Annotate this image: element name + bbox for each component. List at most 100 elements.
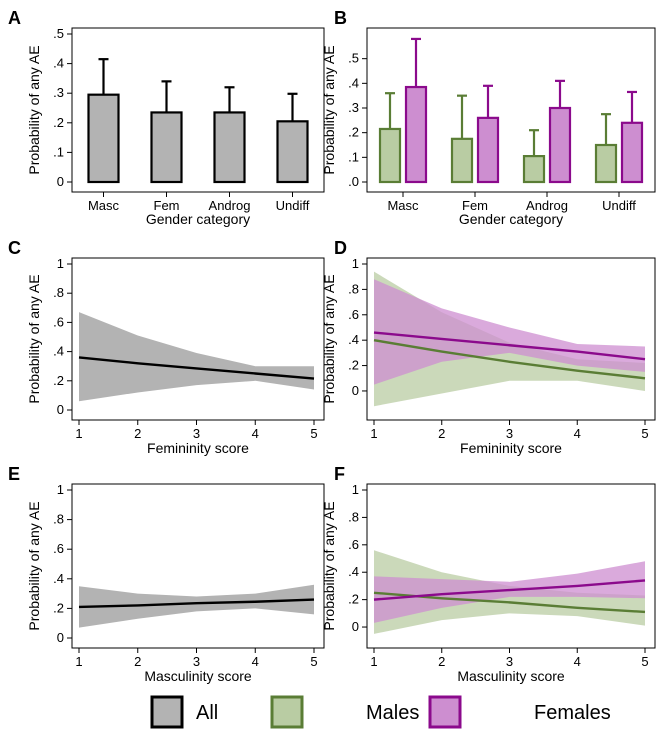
- x-tick-label: 1: [75, 654, 82, 669]
- y-tick-label: .8: [348, 281, 359, 296]
- x-axis-title: Gender category: [146, 211, 250, 227]
- x-tick-label: Masc: [387, 198, 419, 213]
- y-tick-label: 1: [57, 256, 64, 271]
- x-tick-label: 1: [75, 426, 82, 441]
- fitted-line: [373, 579, 646, 601]
- panel-label: D: [334, 238, 347, 258]
- panel-b: B .0 .1 .2 .3 .4 .5 Probability of any AE Masc Fe…: [321, 8, 656, 227]
- x-tick-label: 1: [370, 654, 377, 669]
- plot-frame: [71, 483, 325, 649]
- y-tick-label: .4: [348, 564, 359, 579]
- confidence-band: [374, 561, 645, 623]
- bar: [87, 93, 120, 184]
- legend-swatch-females: [428, 695, 462, 729]
- panel-label: C: [8, 238, 21, 258]
- x-tick-label: Fem: [462, 198, 488, 213]
- x-tick-label: 3: [506, 654, 513, 669]
- panel-f: F 0 .2 .4 .6 .8 1 Probability of any AE 1 2 3 4 5 Mas…: [321, 464, 656, 684]
- x-tick-label: 4: [574, 426, 581, 441]
- x-tick-label: 2: [438, 654, 445, 669]
- x-axis-title: Masculinity score: [457, 668, 565, 684]
- panel-c: C 0 .2 .4 .6 .8 1 Probability of any AE 1 2 3 4 5 Fem…: [8, 238, 325, 456]
- panel-label: A: [8, 8, 21, 28]
- y-tick-label: .8: [53, 285, 64, 300]
- x-axis-title: Gender category: [459, 211, 563, 227]
- confidence-band: [374, 271, 645, 407]
- x-tick-label: 4: [252, 426, 259, 441]
- x-tick-label: 3: [193, 654, 200, 669]
- confidence-band: [374, 279, 645, 385]
- legend-label-males: Males: [366, 702, 419, 724]
- y-tick-label: .1: [348, 149, 359, 164]
- y-tick-label: 0: [352, 383, 359, 398]
- bar: [150, 111, 183, 184]
- confidence-band: [79, 312, 314, 402]
- panel-label: B: [334, 8, 347, 28]
- x-tick-label: 3: [193, 426, 200, 441]
- y-tick-label: .0: [348, 174, 359, 189]
- plot-frame: [366, 483, 656, 649]
- y-tick-label: .4: [53, 571, 64, 586]
- y-tick-label: 0: [57, 174, 64, 189]
- y-tick-label: .2: [53, 600, 64, 615]
- y-tick-label: .2: [53, 373, 64, 388]
- legend-label-all: All: [196, 702, 218, 724]
- confidence-band: [79, 584, 314, 628]
- x-tick-label: 4: [252, 654, 259, 669]
- x-tick-label: Fem: [154, 198, 180, 213]
- y-tick-label: .4: [348, 332, 359, 347]
- y-tick-label: .6: [348, 307, 359, 322]
- fitted-line: [78, 356, 315, 380]
- x-tick-label: 1: [370, 426, 377, 441]
- panel-label: E: [8, 464, 20, 484]
- bar: [476, 116, 500, 184]
- x-tick-label: 4: [574, 654, 581, 669]
- y-axis-title: Probability of any AE: [321, 274, 337, 403]
- x-tick-label: Androg: [526, 198, 568, 213]
- y-tick-label: .3: [53, 85, 64, 100]
- panel-label: F: [334, 464, 345, 484]
- x-tick-label: Masc: [88, 198, 120, 213]
- y-tick-label: .8: [53, 512, 64, 527]
- y-axis-title: Probability of any AE: [26, 45, 42, 174]
- bar: [594, 143, 618, 184]
- fitted-line: [78, 598, 315, 609]
- y-tick-label: 1: [57, 482, 64, 497]
- panel-a: A 0 .1 .2 .3 .4 .5 Probability of any AE Masc Fem…: [8, 8, 325, 227]
- x-tick-label: 2: [438, 426, 445, 441]
- y-tick-label: .6: [53, 314, 64, 329]
- legend-label-females: Females: [534, 702, 611, 724]
- legend-swatch-males: [270, 695, 304, 729]
- legend-swatch-all: [150, 695, 184, 729]
- fitted-line: [373, 338, 646, 380]
- y-tick-label: .5: [348, 51, 359, 66]
- y-axis-title: Probability of any AE: [26, 274, 42, 403]
- y-tick-label: .8: [348, 509, 359, 524]
- y-tick-label: .3: [348, 100, 359, 115]
- y-tick-label: 0: [352, 619, 359, 634]
- x-axis-title: Femininity score: [147, 440, 249, 456]
- x-axis-title: Femininity score: [460, 440, 562, 456]
- x-tick-label: 5: [641, 654, 648, 669]
- bar: [276, 120, 309, 184]
- y-tick-label: .4: [53, 344, 64, 359]
- plot-frame: [71, 257, 325, 421]
- panel-d: D 0 .2 .4 .6 .8 1 Probability of any AE 1 2 3 4 5 Fem…: [321, 238, 656, 456]
- y-tick-label: .4: [348, 75, 359, 90]
- bar: [620, 121, 644, 184]
- x-tick-label: Undiff: [276, 198, 310, 213]
- bar: [378, 127, 402, 184]
- x-tick-label: Undiff: [602, 198, 636, 213]
- x-tick-label: 2: [134, 654, 141, 669]
- y-tick-label: .4: [53, 56, 64, 71]
- y-tick-label: .2: [348, 592, 359, 607]
- y-tick-label: .2: [348, 358, 359, 373]
- x-tick-label: 5: [641, 426, 648, 441]
- legend: All Males Females: [150, 695, 611, 729]
- plot-frame: [366, 257, 656, 421]
- bar: [404, 85, 428, 184]
- y-axis-title: Probability of any AE: [321, 45, 337, 174]
- x-tick-label: 3: [506, 426, 513, 441]
- fitted-line: [373, 331, 646, 361]
